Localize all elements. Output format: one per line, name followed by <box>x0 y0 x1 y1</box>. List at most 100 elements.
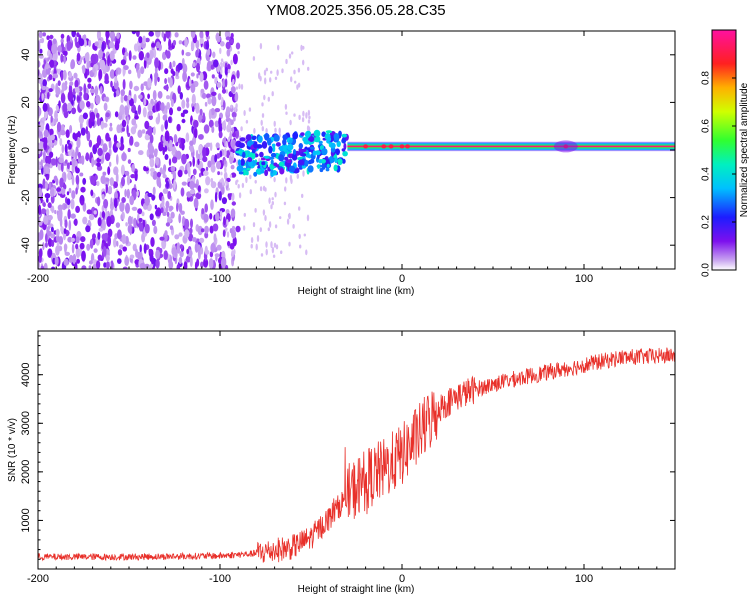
noise-cell <box>174 249 178 259</box>
noise-cell <box>209 142 213 152</box>
noise-cell <box>127 159 132 165</box>
noise-cell <box>190 40 195 51</box>
x-tick-label: 100 <box>575 573 593 585</box>
noise-cell <box>241 182 245 189</box>
transition-cell <box>307 165 314 173</box>
transition-cell <box>236 165 244 172</box>
noise-cell <box>85 225 91 233</box>
noise-cell <box>268 221 272 228</box>
noise-cell <box>200 261 204 268</box>
noise-cell <box>119 111 122 117</box>
colorbar-tick-label: 0.4 <box>701 167 712 181</box>
noise-cell <box>116 154 119 165</box>
transition-cell <box>313 129 321 137</box>
noise-cell <box>165 222 170 227</box>
transition-cell <box>246 167 251 171</box>
noise-cell <box>51 158 57 166</box>
noise-cell <box>66 198 71 206</box>
noise-cell <box>124 106 129 117</box>
noise-cell <box>186 101 190 109</box>
noise-cell <box>48 181 52 190</box>
noise-cell <box>166 211 170 217</box>
transition-cell <box>278 161 285 167</box>
noise-cell <box>87 77 92 83</box>
noise-cell <box>274 127 277 133</box>
noise-cell <box>71 107 77 115</box>
noise-cell <box>129 80 133 90</box>
noise-cell <box>64 159 68 164</box>
noise-cell <box>195 192 202 200</box>
noise-cell <box>98 49 103 60</box>
noise-cell <box>170 99 174 107</box>
noise-cell <box>130 174 136 179</box>
noise-cell <box>164 230 168 237</box>
noise-cell <box>45 62 50 70</box>
noise-cell <box>105 183 109 194</box>
noise-cell <box>302 59 305 66</box>
noise-cell <box>124 256 130 266</box>
noise-cell <box>116 32 120 39</box>
noise-cell <box>138 150 144 156</box>
transition-cell <box>238 171 244 175</box>
noise-cell <box>144 263 150 269</box>
noise-cell <box>183 261 188 269</box>
noise-cell <box>51 205 55 214</box>
noise-cell <box>72 132 76 140</box>
noise-cell <box>208 109 212 120</box>
noise-cell <box>233 116 236 122</box>
noise-cell <box>200 247 204 255</box>
noise-cell <box>136 31 140 37</box>
y-tick-label: 1000 <box>20 508 32 532</box>
noise-cell <box>259 186 263 192</box>
noise-cell <box>83 92 88 101</box>
noise-cell <box>231 250 234 255</box>
noise-cell <box>147 93 151 100</box>
noise-cell <box>240 126 243 132</box>
noise-cell <box>271 201 274 206</box>
noise-cell <box>83 39 87 48</box>
noise-cell <box>119 244 124 250</box>
noise-cell <box>51 266 56 269</box>
noise-cell <box>128 95 132 101</box>
carrier-halo <box>553 140 578 153</box>
y-tick-label: 0 <box>20 147 32 153</box>
noise-cell <box>305 249 308 256</box>
noise-cell <box>129 254 135 259</box>
noise-cell <box>196 73 199 79</box>
noise-cell <box>184 169 188 175</box>
noise-cell <box>199 37 204 44</box>
transition-cell <box>341 148 346 152</box>
noise-cell <box>193 128 198 139</box>
transition-cell <box>300 148 307 153</box>
noise-cell <box>184 229 190 239</box>
noise-cell <box>230 172 237 178</box>
noise-cell <box>238 192 242 199</box>
x-tick-label: -200 <box>27 573 49 585</box>
noise-cell <box>225 36 231 41</box>
noise-cell <box>250 243 253 249</box>
noise-cell <box>64 143 68 154</box>
noise-cell <box>164 145 168 152</box>
noise-cell <box>137 69 141 79</box>
noise-cell <box>220 63 223 69</box>
noise-cell <box>214 120 219 128</box>
spectrogram-frame <box>37 30 676 270</box>
noise-cell <box>208 258 214 269</box>
noise-cell <box>120 94 124 104</box>
noise-cell <box>42 150 46 160</box>
noise-cell <box>168 158 172 166</box>
noise-cell <box>267 227 270 232</box>
noise-cell <box>209 225 214 234</box>
noise-cell <box>46 197 49 203</box>
noise-cell <box>125 202 130 214</box>
noise-cell <box>213 59 219 68</box>
noise-cell <box>164 68 169 75</box>
noise-cell <box>122 246 127 252</box>
noise-cell <box>166 95 170 100</box>
transition-cell <box>242 169 247 176</box>
noise-cell <box>152 186 156 196</box>
carrier-blob <box>388 144 394 149</box>
noise-cell <box>66 40 72 52</box>
noise-cell <box>102 246 107 257</box>
